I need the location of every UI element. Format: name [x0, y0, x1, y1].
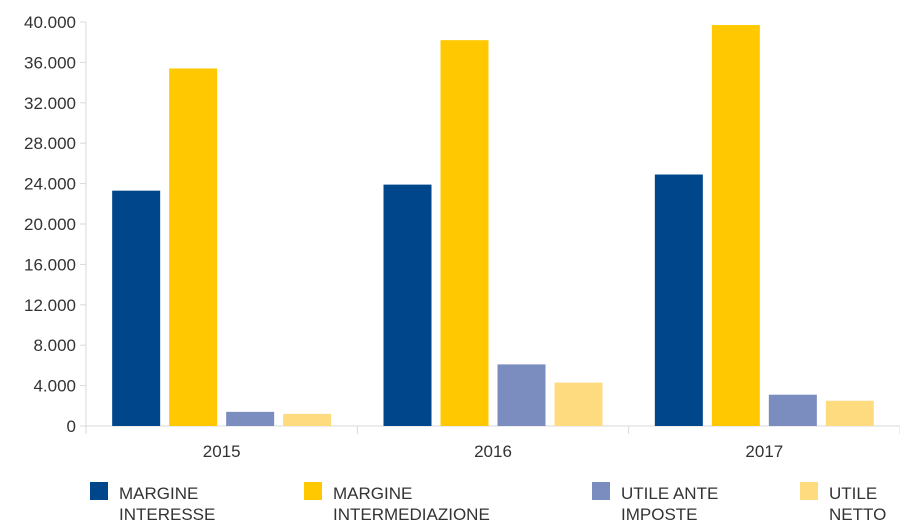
bar-2016-4 — [554, 382, 603, 426]
y-tick-label: 8.000 — [33, 336, 76, 355]
legend-swatch — [304, 482, 322, 500]
legend-swatch — [800, 482, 818, 500]
bar-2017-3 — [768, 394, 817, 426]
y-tick-label: 4.000 — [33, 377, 76, 396]
bar-2015-4 — [283, 413, 332, 426]
x-axis: 2015 2016 2017 — [85, 425, 900, 461]
x-tick-label: 2015 — [203, 442, 241, 461]
y-tick-label: 12.000 — [24, 296, 76, 315]
y-tick-label: 16.000 — [24, 255, 76, 274]
y-tick-label: 0 — [67, 417, 76, 436]
y-tick-label: 40.000 — [24, 13, 76, 32]
y-tick-label: 24.000 — [24, 175, 76, 194]
bar-2017-2 — [711, 25, 760, 427]
legend-label: MARGINE INTERESSE — [119, 484, 215, 522]
bar-2016-1 — [383, 184, 432, 426]
legend-label: UTILE ANTE IMPOSTE — [621, 484, 718, 522]
legend-swatch — [90, 482, 108, 500]
legend-label: MARGINE INTERMEDIAZIONE — [333, 484, 490, 522]
y-tick-label: 32.000 — [24, 94, 76, 113]
bar-2015-3 — [226, 411, 275, 426]
bar-2016-2 — [440, 40, 489, 427]
bar-2016-3 — [497, 364, 546, 426]
legend-swatch — [592, 482, 610, 500]
bars — [112, 25, 874, 427]
y-axis: 0 4.000 8.000 12.000 16.000 20.000 24.000 28.00… — [24, 13, 87, 436]
x-tick-label: 2016 — [474, 442, 512, 461]
y-tick-label: 20.000 — [24, 215, 76, 234]
bar-2017-4 — [825, 400, 874, 426]
bar-2015-1 — [112, 190, 161, 426]
legend-label: UTILE NETTO — [829, 484, 886, 522]
y-tick-label: 36.000 — [24, 53, 76, 72]
bar-2017-1 — [654, 174, 703, 426]
x-tick-label: 2017 — [745, 442, 783, 461]
legend: MARGINE INTERESSE MARGINE INTERMEDIAZIONE UT… — [90, 482, 886, 522]
y-tick-label: 28.000 — [24, 134, 76, 153]
bar-2015-2 — [169, 68, 218, 427]
